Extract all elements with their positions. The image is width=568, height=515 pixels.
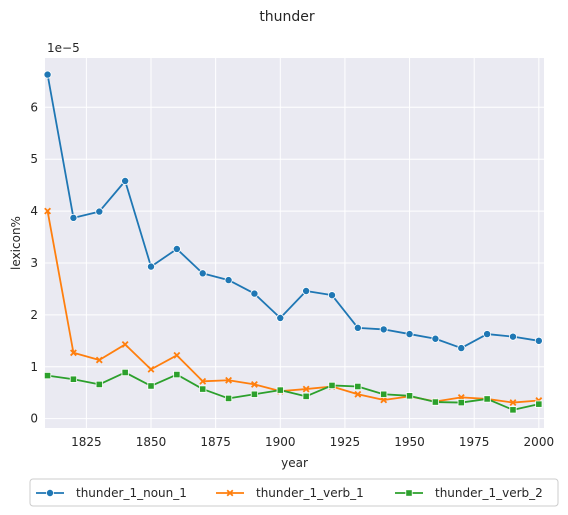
legend-item: thunder_1_verb_1 (216, 486, 364, 500)
data-point (70, 349, 77, 357)
y-tick-label: 3 (30, 256, 38, 270)
data-point (199, 377, 207, 385)
data-point (509, 399, 517, 407)
series-layer (43, 70, 543, 414)
data-point (250, 380, 258, 388)
y-axis-label: lexicon% (9, 216, 23, 270)
data-point (431, 398, 440, 406)
data-point (43, 371, 52, 380)
legend: thunder_1_noun_1 thunder_1_verb_1 thunder_… (29, 478, 559, 507)
data-point (302, 385, 310, 393)
data-point (225, 376, 233, 384)
x-tick-label: 1900 (265, 435, 296, 449)
data-point (276, 386, 284, 394)
data-point (69, 213, 78, 222)
y-tick-label: 0 (30, 412, 38, 426)
data-point (147, 382, 155, 390)
x-tick-label: 1825 (71, 435, 102, 449)
y-scale-label: 1e−5 (47, 41, 80, 55)
legend-label: thunder_1_verb_1 (256, 486, 364, 500)
data-point (353, 323, 362, 332)
data-point (95, 207, 104, 216)
x-axis-label: year (281, 456, 308, 470)
data-point (405, 330, 414, 339)
series-line (46, 210, 539, 404)
data-point (224, 394, 233, 403)
y-tick-label: 2 (30, 308, 38, 322)
data-point (302, 392, 310, 400)
series-thunder_1_verb_2 (43, 368, 543, 414)
data-point (431, 334, 440, 343)
data-point (121, 368, 129, 377)
series-line (47, 371, 540, 411)
data-point (121, 176, 130, 185)
data-point (95, 380, 103, 389)
data-point (354, 390, 362, 398)
x-tick-label: 2000 (524, 435, 555, 449)
data-point (380, 390, 388, 398)
legend-label: thunder_1_verb_2 (435, 486, 543, 500)
legend-label: thunder_1_noun_1 (76, 486, 187, 500)
legend-item: thunder_1_noun_1 (36, 486, 187, 500)
y-tick-label: 1 (30, 360, 38, 374)
plot-area (45, 58, 544, 428)
data-point (405, 392, 414, 400)
data-point (147, 262, 156, 271)
data-point (509, 406, 517, 414)
data-point (121, 341, 129, 348)
y-tick-label: 6 (30, 100, 38, 114)
legend-marker (46, 488, 55, 497)
data-point (147, 365, 155, 373)
x-tick-label: 1850 (136, 435, 167, 449)
data-point (43, 70, 52, 79)
legend-box (29, 478, 559, 507)
data-point (534, 336, 543, 345)
data-point (535, 400, 543, 408)
data-point (302, 287, 311, 296)
data-point (327, 291, 336, 300)
data-point (44, 207, 52, 215)
legend-item: thunder_1_verb_2 (395, 486, 543, 500)
data-point (199, 385, 207, 393)
data-point (69, 375, 78, 383)
series-line (46, 74, 539, 349)
chart-title: thunder (259, 9, 315, 25)
x-tick-label: 1975 (459, 435, 490, 449)
y-tick-label: 4 (30, 204, 38, 218)
data-point (457, 344, 466, 353)
data-point (276, 313, 285, 322)
data-point (224, 276, 233, 285)
x-tick-labels: 1825 1850 1875 1900 1925 1950 1975 2000 (71, 435, 554, 449)
data-point (95, 356, 103, 364)
series-thunder_1_noun_1 (43, 70, 543, 353)
data-point (328, 381, 336, 390)
data-point (172, 244, 181, 253)
grid-lines (45, 58, 544, 428)
data-point (354, 382, 362, 391)
legend-marker (405, 489, 413, 497)
data-point (173, 370, 181, 379)
data-point (483, 395, 491, 403)
x-tick-label: 1950 (394, 435, 425, 449)
y-tick-labels: 0 1 2 3 4 5 6 (30, 100, 38, 425)
data-point (250, 390, 259, 398)
data-point (457, 398, 465, 407)
y-tick-label: 5 (30, 152, 38, 166)
legend-marker (226, 489, 234, 497)
x-tick-label: 1925 (330, 435, 361, 449)
data-point (379, 325, 388, 334)
x-tick-label: 1875 (200, 435, 231, 449)
data-point (198, 269, 207, 278)
data-point (483, 330, 492, 339)
data-point (508, 332, 517, 341)
data-point (250, 289, 259, 298)
data-point (173, 351, 181, 359)
data-point (380, 396, 388, 404)
